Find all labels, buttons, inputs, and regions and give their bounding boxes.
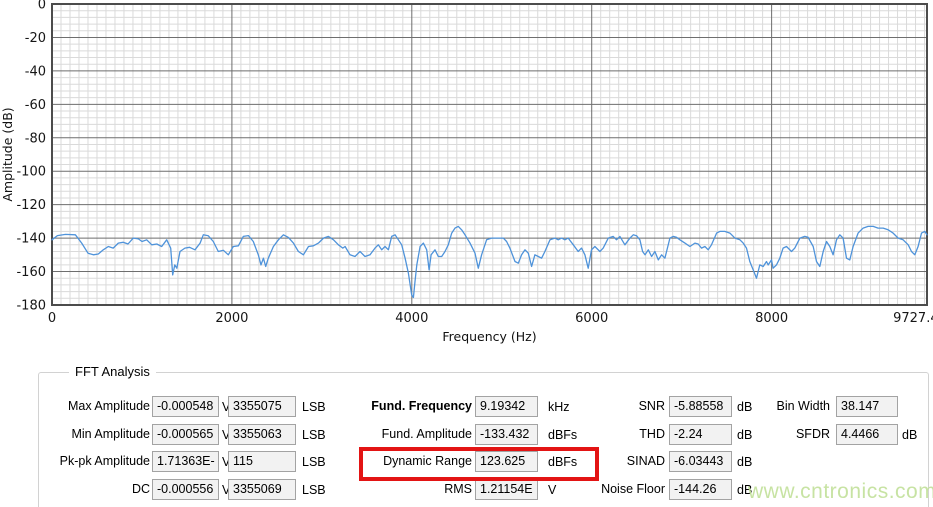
field-max-amplitude-lsb[interactable]: 3355075 <box>228 396 296 417</box>
field-label-dc: DC <box>131 482 150 496</box>
unit-pk-pk-amplitude-2: LSB <box>302 455 326 469</box>
field-dc-lsb[interactable]: 3355069 <box>228 479 296 500</box>
field-bin-width[interactable]: 38.147 <box>836 396 898 417</box>
unit-min-amplitude-2: LSB <box>302 428 326 442</box>
x-axis-title: Frequency (Hz) <box>442 329 536 344</box>
field-pk-pk-amplitude[interactable]: 1.71363E- <box>152 451 219 472</box>
field-noise-floor[interactable]: -144.26 <box>669 479 732 500</box>
y-tick-label: -60 <box>25 98 46 113</box>
field-label-thd: THD <box>639 427 665 441</box>
field-thd[interactable]: -2.24 <box>669 424 732 445</box>
y-tick-label: -100 <box>16 165 46 180</box>
watermark-text: www.cntronics.com <box>748 480 933 503</box>
unit-dynamic-range: dBFs <box>548 455 578 469</box>
x-tick-label: 8000 <box>755 311 788 326</box>
unit-dc-2: LSB <box>302 483 326 497</box>
y-tick-label: -180 <box>16 299 46 314</box>
field-label-pk-pk-amplitude: Pk-pk Amplitude <box>59 454 150 468</box>
x-tick-label: 6000 <box>575 311 608 326</box>
field-sfdr[interactable]: 4.4466 <box>836 424 898 445</box>
field-min-amplitude-lsb[interactable]: 3355063 <box>228 424 296 445</box>
field-fund-frequency[interactable]: 9.19342 <box>475 396 538 417</box>
field-rms[interactable]: 1.21154E <box>475 479 538 500</box>
y-tick-label: 0 <box>38 0 46 13</box>
field-label-rms: RMS <box>444 482 472 496</box>
x-tick-label: 0 <box>48 311 56 326</box>
x-tick-label: 2000 <box>215 311 248 326</box>
unit-max-amplitude-2: LSB <box>302 400 326 414</box>
field-fund-amplitude[interactable]: -133.432 <box>475 424 538 445</box>
unit-rms: V <box>548 483 557 497</box>
y-tick-label: -40 <box>25 64 46 79</box>
unit-dc: V <box>222 483 231 497</box>
unit-pk-pk-amplitude: V <box>222 455 231 469</box>
x-tick-label: 4000 <box>395 311 428 326</box>
fft-analysis-title: FFT Analysis <box>69 364 156 379</box>
unit-noise-floor: dB <box>737 483 753 497</box>
unit-sfdr: dB <box>902 428 918 442</box>
unit-thd: dB <box>737 428 753 442</box>
y-tick-label: -20 <box>25 31 46 46</box>
unit-fund-amplitude: dBFs <box>548 428 578 442</box>
field-label-fund-amplitude: Fund. Amplitude <box>381 427 472 441</box>
y-tick-label: -80 <box>25 131 46 146</box>
unit-sinad: dB <box>737 455 753 469</box>
field-label-noise-floor: Noise Floor <box>601 482 665 496</box>
spectrum-line <box>51 225 928 299</box>
y-tick-label: -120 <box>16 198 46 213</box>
unit-max-amplitude: V <box>222 400 231 414</box>
field-label-bin-width: Bin Width <box>776 399 831 413</box>
field-max-amplitude[interactable]: -0.000548 <box>152 396 219 417</box>
field-label-fund-frequency: Fund. Frequency <box>371 399 472 413</box>
field-label-dynamic-range: Dynamic Range <box>383 454 472 468</box>
field-label-max-amplitude: Max Amplitude <box>68 399 150 413</box>
field-label-snr: SNR <box>638 399 665 413</box>
fft-analysis-groupbox: FFT Analysis <box>38 364 929 507</box>
field-label-sinad: SINAD <box>626 454 665 468</box>
y-tick-label: -160 <box>16 265 46 280</box>
y-axis-title: Amplitude (dB) <box>0 107 15 201</box>
field-min-amplitude[interactable]: -0.000565 <box>152 424 219 445</box>
plot-border <box>51 3 928 306</box>
field-pk-pk-amplitude-lsb[interactable]: 115 <box>228 451 296 472</box>
x-tick-label: 9727.47 <box>893 311 933 326</box>
unit-snr: dB <box>737 400 753 414</box>
unit-min-amplitude: V <box>222 428 231 442</box>
field-sinad[interactable]: -6.03443 <box>669 451 732 472</box>
field-snr[interactable]: -5.88558 <box>669 396 732 417</box>
field-dc[interactable]: -0.000556 <box>152 479 219 500</box>
field-dynamic-range[interactable]: 123.625 <box>475 451 538 472</box>
field-label-sfdr: SFDR <box>795 427 830 441</box>
field-label-min-amplitude: Min Amplitude <box>71 427 150 441</box>
y-tick-label: -140 <box>16 232 46 247</box>
unit-fund-frequency: kHz <box>548 400 570 414</box>
